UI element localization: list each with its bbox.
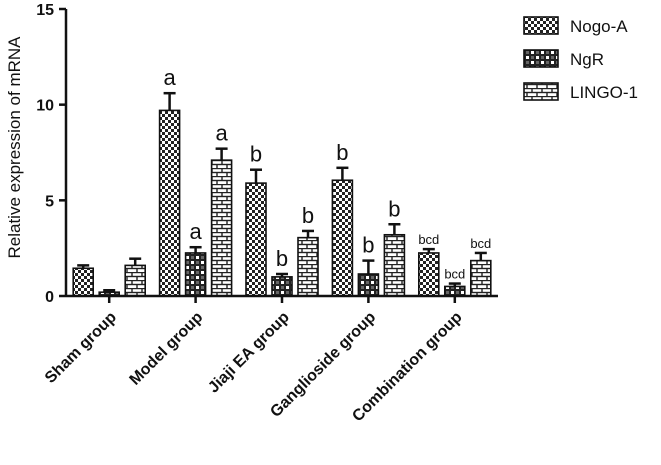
significance-label: b (302, 203, 314, 228)
bar-nogo-a-1 (158, 109, 181, 297)
bar-lingo-1-0 (124, 264, 146, 297)
legend-label-lingo-1: LINGO-1 (570, 83, 638, 102)
bar-lingo-1-1 (210, 159, 233, 297)
x-category-label: Jiaji EA group (205, 309, 293, 397)
significance-label: bcd (444, 267, 465, 282)
significance-label: a (215, 121, 228, 146)
bar-ngr-1 (184, 252, 207, 297)
bar-ngr-2 (271, 276, 293, 297)
bar-lingo-1-4 (469, 259, 492, 297)
y-tick-label: 15 (36, 2, 54, 19)
significance-label: b (388, 196, 400, 221)
legend: Nogo-A NgR LINGO-1 (523, 16, 638, 102)
significance-label: a (189, 219, 202, 244)
y-axis: 0 5 10 15 (36, 2, 68, 306)
legend-label-nogo-a: Nogo-A (570, 17, 628, 36)
bar-ngr-3 (357, 273, 380, 297)
bar-lingo-1-3 (383, 233, 406, 297)
legend-swatch-lingo-1 (523, 82, 559, 101)
bar-nogo-a-2 (245, 182, 267, 297)
significance-label: b (276, 246, 288, 271)
y-tick-label: 5 (45, 193, 54, 210)
legend-swatch-ngr (523, 49, 559, 68)
bar-lingo-1-2 (297, 236, 319, 297)
x-category-label: Sham group (42, 309, 120, 387)
bar-ngr-4 (443, 285, 466, 297)
bar-nogo-a-4 (417, 252, 440, 297)
significance-label: b (250, 142, 262, 167)
significance-label: b (336, 140, 348, 165)
bar-nogo-a-3 (331, 179, 354, 297)
y-axis-label: Relative expression of mRNA (5, 36, 24, 259)
significance-label: a (163, 65, 176, 90)
bar-nogo-a-0 (72, 267, 94, 297)
legend-label-ngr: NgR (570, 50, 604, 69)
legend-swatch-nogo-a (523, 16, 559, 35)
x-category-label: Model group (127, 309, 207, 389)
y-tick-label: 10 (36, 98, 54, 115)
significance-label: bcd (418, 232, 439, 247)
significance-label: bcd (470, 236, 491, 251)
significance-label: b (362, 233, 374, 258)
y-tick-label: 0 (45, 289, 54, 306)
